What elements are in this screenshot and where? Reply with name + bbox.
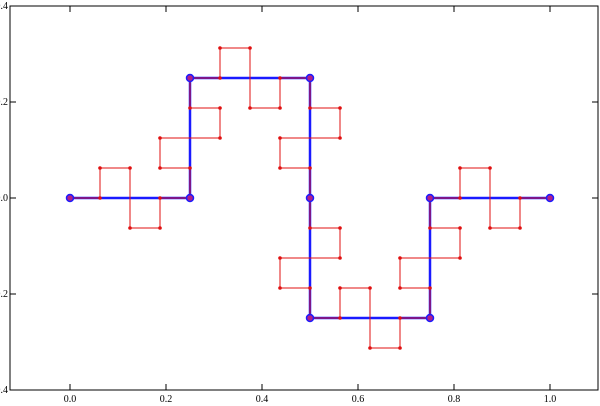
data-point — [188, 166, 192, 170]
data-point — [428, 226, 432, 230]
data-point — [425, 193, 435, 203]
data-point — [218, 46, 222, 50]
data-point — [308, 166, 312, 170]
data-point — [458, 226, 462, 230]
data-point — [338, 256, 342, 260]
data-point — [458, 256, 462, 260]
data-point — [128, 166, 132, 170]
data-point — [278, 76, 282, 80]
data-point — [305, 193, 315, 203]
x-tick-label: 0.6 — [352, 394, 365, 405]
data-point — [545, 193, 555, 203]
data-point — [398, 256, 402, 260]
data-point — [518, 196, 522, 200]
data-point — [158, 226, 162, 230]
data-point — [338, 106, 342, 110]
data-point — [425, 313, 435, 323]
x-tick-label: 0.0 — [64, 394, 77, 405]
data-point — [458, 166, 462, 170]
data-point — [158, 196, 162, 200]
y-tick-label: 0.0 — [0, 193, 8, 204]
data-point — [428, 286, 432, 290]
data-point — [338, 136, 342, 140]
data-point — [278, 106, 282, 110]
data-point — [188, 106, 192, 110]
x-tick-label: 0.8 — [448, 394, 461, 405]
x-tick-label: 0.2 — [160, 394, 173, 405]
data-point — [398, 316, 402, 320]
y-tick-label: -0.2 — [0, 289, 8, 300]
data-point — [488, 166, 492, 170]
x-tick-label: 1.0 — [544, 394, 557, 405]
data-point — [338, 286, 342, 290]
data-point — [488, 226, 492, 230]
data-point — [338, 226, 342, 230]
data-point — [338, 316, 342, 320]
data-point — [185, 73, 195, 83]
data-point — [278, 256, 282, 260]
data-point — [518, 226, 522, 230]
data-point — [218, 76, 222, 80]
data-point — [98, 166, 102, 170]
data-point — [398, 346, 402, 350]
y-tick-label: 0.4 — [0, 1, 8, 12]
data-point — [305, 73, 315, 83]
data-point — [248, 46, 252, 50]
y-tick-label: 0.2 — [0, 97, 8, 108]
data-point — [278, 286, 282, 290]
data-point — [158, 136, 162, 140]
data-point — [308, 226, 312, 230]
data-point — [368, 286, 372, 290]
data-point — [185, 193, 195, 203]
data-point — [218, 136, 222, 140]
data-point — [218, 106, 222, 110]
data-point — [65, 193, 75, 203]
data-point — [398, 286, 402, 290]
data-point — [128, 226, 132, 230]
data-point — [308, 106, 312, 110]
data-point — [308, 286, 312, 290]
data-point — [305, 313, 315, 323]
x-tick-label: 0.4 — [256, 394, 269, 405]
data-point — [278, 136, 282, 140]
data-point — [248, 106, 252, 110]
data-point — [458, 196, 462, 200]
data-point — [98, 196, 102, 200]
data-point — [278, 166, 282, 170]
data-point — [158, 166, 162, 170]
data-point — [368, 346, 372, 350]
y-tick-label: -0.4 — [0, 385, 8, 396]
